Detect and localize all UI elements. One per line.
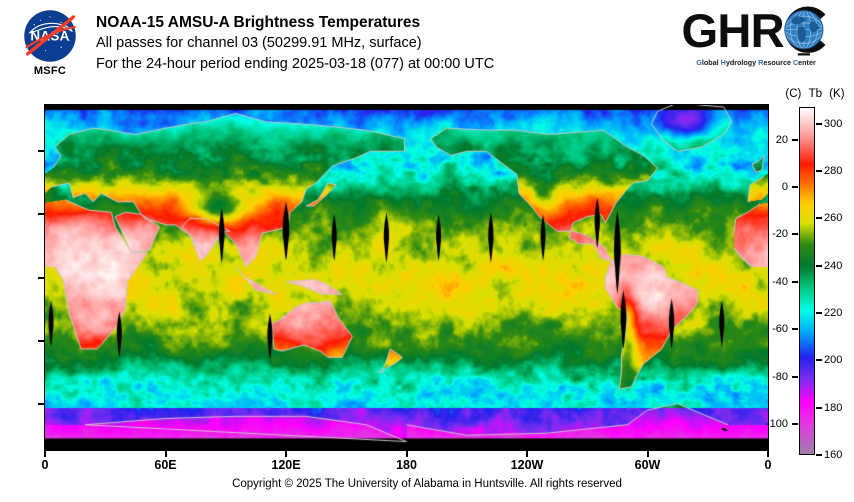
brightness-temperature-map[interactable] [45,105,768,450]
latitude-tick-mark [38,213,45,216]
copyright-notice: Copyright © 2025 The University of Alaba… [232,478,622,490]
longitude-tick-mark [767,450,769,457]
colorbar-celsius-label: -40 [772,275,788,288]
colorbar-unit-c: (C) [785,88,802,100]
colorbar-celsius-label: -100 [765,417,788,430]
colorbar-quantity: Tb [808,88,823,100]
colorbar-kelvin-label: 240 [824,259,843,272]
colorbar-gradient [799,107,815,455]
longitude-tick-mark [405,450,408,457]
colorbar-celsius-tick [792,138,798,141]
page-title: NOAA-15 AMSU-A Brightness Temperatures [96,14,421,31]
ghrc-logo: GHR Global Hydrology Resou [680,6,832,80]
colorbar: (C) Tb (K) 300 280 260 240 220 200 180 160 20 0 -2… [766,88,854,461]
longitude-tick-mark [526,450,528,457]
longitude-tick-label: 120W [510,458,544,472]
nasa-logo: NASA MSFC [10,8,88,88]
page-header: NASA MSFC NOAA-15 AMSU-A Brightness Temp… [0,0,854,95]
longitude-tick-label: 120E [271,458,301,472]
svg-text:GHR: GHR [682,6,785,57]
colorbar-celsius-tick [792,422,798,425]
longitude-tick-mark [164,450,167,457]
colorbar-celsius-tick [792,328,798,331]
page-period: For the 24-hour period ending 2025-03-18… [96,56,495,72]
longitude-tick-label: 0 [41,458,49,472]
longitude-tick-label: 60E [154,458,177,472]
colorbar-kelvin-tick [816,264,822,267]
colorbar-celsius-label: -60 [772,323,788,336]
latitude-tick-mark [38,339,45,342]
ghrc-tagline: Global Hydrology Resource Center [696,58,816,67]
colorbar-kelvin-tick [816,406,822,409]
longitude-tick-label: 180 [396,458,417,472]
colorbar-celsius-tick [792,280,798,283]
colorbar-kelvin-label: 180 [824,401,843,414]
colorbar-kelvin-tick [816,217,822,220]
colorbar-kelvin-label: 280 [824,164,843,177]
colorbar-kelvin-label: 220 [824,306,843,319]
colorbar-kelvin-tick [816,311,822,314]
latitude-tick-mark [38,150,45,153]
page-subtitle: All passes for channel 03 (50299.91 MHz,… [96,35,422,51]
latitude-tick-mark [38,402,45,405]
nasa-center-label: MSFC [33,65,67,77]
nasa-meatball-icon: NASA [24,10,76,62]
colorbar-kelvin-tick [816,169,822,172]
colorbar-celsius-label: -20 [772,228,788,241]
longitude-tick-label: 0 [764,458,772,472]
colorbar-kelvin-label: 300 [824,117,843,130]
colorbar-celsius-label: 0 [781,181,788,194]
latitude-tick-mark [38,276,45,279]
longitude-tick-mark [285,450,287,457]
title-block: NOAA-15 AMSU-A Brightness Temperatures A… [96,12,494,75]
longitude-tick-mark [44,450,46,457]
colorbar-kelvin-tick [816,454,822,456]
colorbar-kelvin-label: 200 [824,354,843,367]
ghrc-wordmark-icon: GHR [682,6,826,57]
colorbar-celsius-label: -80 [772,370,788,383]
colorbar-header: (C) Tb (K) [776,88,854,100]
longitude-tick-label: 60W [634,458,661,472]
colorbar-kelvin-label: 160 [824,449,843,461]
colorbar-unit-k: (K) [829,88,845,100]
colorbar-kelvin-tick [816,122,822,125]
longitude-tick-mark [646,450,649,457]
colorbar-kelvin-label: 260 [824,212,843,225]
colorbar-celsius-tick [792,375,798,378]
colorbar-kelvin-tick [816,359,822,362]
colorbar-celsius-tick [792,186,798,189]
colorbar-celsius-tick [792,233,798,236]
colorbar-celsius-label: 20 [775,133,788,146]
